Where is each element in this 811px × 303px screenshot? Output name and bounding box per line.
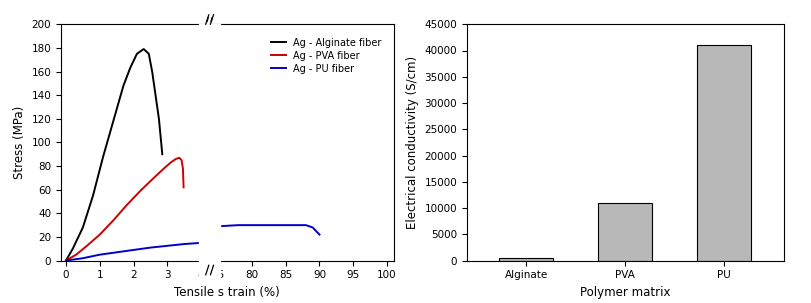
Legend: Ag - Alginate fiber, Ag - PVA fiber, Ag - PU fiber: Ag - Alginate fiber, Ag - PVA fiber, Ag … [267,34,385,78]
X-axis label: Tensile s train (%): Tensile s train (%) [174,286,280,299]
Y-axis label: Stress (MPa): Stress (MPa) [13,106,26,179]
X-axis label: Polymer matrix: Polymer matrix [579,286,670,299]
Bar [200,24,220,261]
Bar [597,203,652,261]
Bar [200,261,220,284]
Bar [499,258,553,261]
Y-axis label: Electrical conductivity (S/cm): Electrical conductivity (S/cm) [406,56,418,229]
Bar [696,45,750,261]
